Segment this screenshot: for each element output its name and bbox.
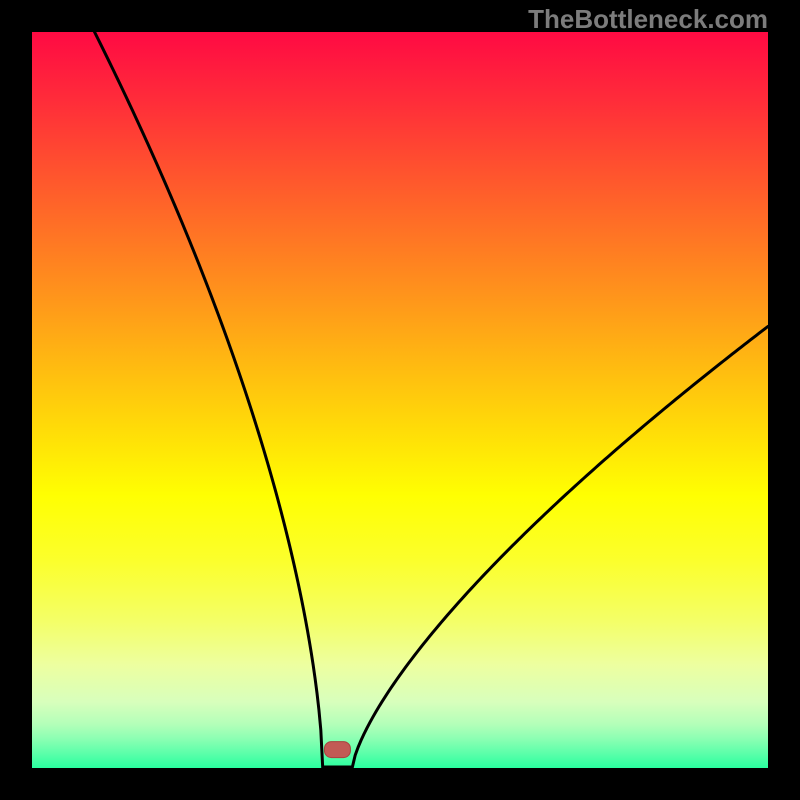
watermark-text: TheBottleneck.com: [528, 4, 768, 35]
chart-stage: TheBottleneck.com: [0, 0, 800, 800]
curve-path: [95, 32, 768, 768]
min-marker: [324, 742, 350, 758]
bottleneck-curve: [32, 32, 768, 768]
plot-area: [32, 32, 768, 768]
